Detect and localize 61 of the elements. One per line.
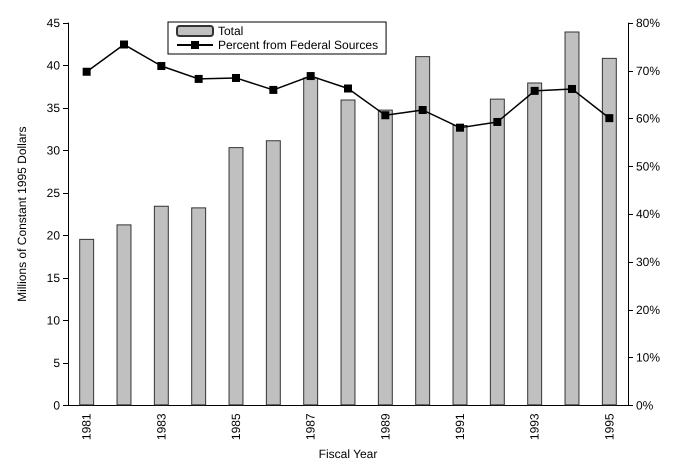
x-axis-title: Fiscal Year xyxy=(318,447,378,461)
x-tick-label: 1991 xyxy=(453,413,467,440)
bar xyxy=(602,58,617,406)
y-tick-label: 40 xyxy=(46,58,60,72)
y2-tick-label: 10% xyxy=(636,350,660,365)
y2-tick-label: 70% xyxy=(636,64,660,78)
y2-tick-label: 30% xyxy=(636,255,660,270)
y2-tick-label: 60% xyxy=(636,112,660,126)
y-tick-label: 20 xyxy=(46,228,60,242)
y-tick-label: 30 xyxy=(46,143,60,158)
y2-tick-label: 80% xyxy=(636,16,660,30)
y-axis-title: Millions of Constant 1995 Dollars xyxy=(15,126,29,302)
bar xyxy=(266,140,281,406)
point xyxy=(194,74,203,83)
y-tick-label: 35 xyxy=(46,100,60,115)
point xyxy=(232,74,240,82)
x-tick-label: 1981 xyxy=(80,413,94,440)
point xyxy=(530,86,539,95)
point xyxy=(269,86,278,94)
y-tick-label: 45 xyxy=(46,16,60,30)
x-tick-label: 1983 xyxy=(154,413,168,440)
x-tick-label: 1989 xyxy=(378,413,392,440)
y2-tick-label: 40% xyxy=(636,207,660,222)
point xyxy=(568,84,576,93)
point xyxy=(456,124,464,132)
point xyxy=(605,114,614,122)
x-tick-label: 1995 xyxy=(602,413,616,440)
y-tick-label: 5 xyxy=(53,356,60,370)
point xyxy=(493,118,502,126)
bar xyxy=(452,124,468,406)
bar xyxy=(228,147,244,406)
point xyxy=(82,68,91,76)
y-tick-label: 0 xyxy=(53,398,60,412)
bar xyxy=(378,110,393,406)
legend-label: Percent from Federal Sources xyxy=(218,38,378,52)
bar xyxy=(490,98,505,406)
point xyxy=(157,62,166,70)
y-tick-label: 15 xyxy=(46,270,60,285)
x-tick-label: 1993 xyxy=(528,413,542,440)
point xyxy=(418,106,427,114)
bar xyxy=(340,99,356,406)
bar xyxy=(415,56,430,406)
bar xyxy=(79,238,94,406)
y2-tick-label: 50% xyxy=(636,159,660,174)
y2-tick-label: 20% xyxy=(636,302,660,317)
x-tick-label: 1987 xyxy=(304,413,318,440)
y-tick-label: 10 xyxy=(46,313,60,328)
point xyxy=(381,111,390,120)
bar xyxy=(527,82,542,406)
bar xyxy=(303,77,318,406)
y-tick-label: 25 xyxy=(46,186,60,200)
bar xyxy=(116,224,132,406)
bar xyxy=(191,207,206,406)
point xyxy=(306,72,315,80)
y2-tick-label: 0% xyxy=(636,398,654,412)
legend-label: Total xyxy=(218,24,244,38)
point xyxy=(120,40,128,49)
bar xyxy=(564,32,580,406)
bar xyxy=(154,206,169,406)
point xyxy=(344,84,352,92)
x-tick-label: 1985 xyxy=(229,413,243,440)
